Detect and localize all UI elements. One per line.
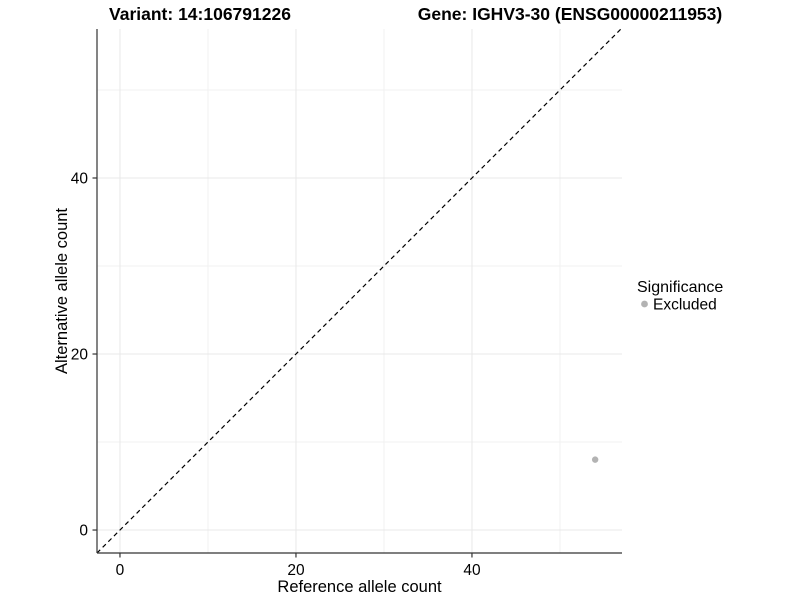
tick-layer: 0 20 40 0 20 40 [71,170,481,579]
legend-item-label: Excluded [653,297,717,314]
y-tick-label: 20 [71,347,89,364]
x-tick-label: 0 [116,562,125,579]
y-tick-label: 40 [71,170,89,187]
grid-layer [97,29,622,553]
x-axis-title: Reference allele count [277,578,442,596]
legend: Significance Excluded [637,279,723,314]
reference-line-layer [96,28,622,554]
plot-title-variant: Variant: 14:106791226 [109,4,291,24]
y-tick-label: 0 [79,523,88,540]
x-tick-label: 20 [287,562,305,579]
points-layer [591,456,599,463]
data-point [591,456,599,463]
legend-title: Significance [637,279,723,296]
legend-point-swatch [641,300,648,308]
plot-title-gene: Gene: IGHV3-30 (ENSG00000211953) [418,4,722,24]
y-axis-title: Alternative allele count [53,208,71,374]
identity-line [96,28,622,554]
x-tick-label: 40 [463,562,481,579]
